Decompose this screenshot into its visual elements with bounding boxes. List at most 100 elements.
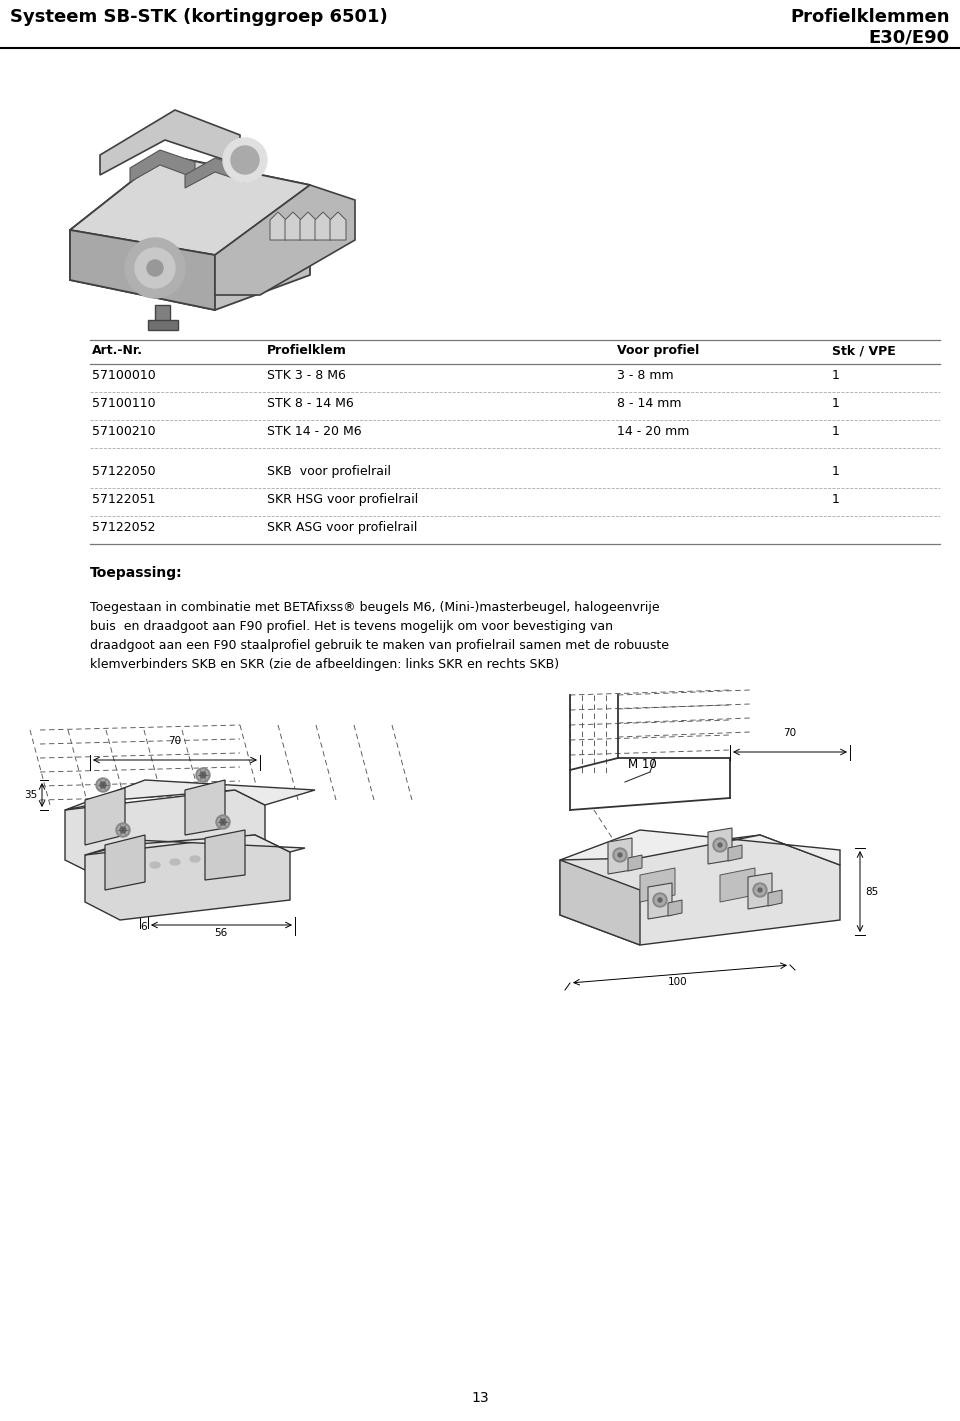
Text: buis  en draadgoot aan F90 profiel. Het is tevens mogelijk om voor bevestiging v: buis en draadgoot aan F90 profiel. Het i…	[90, 620, 613, 632]
Text: Toepassing:: Toepassing:	[90, 566, 182, 580]
Circle shape	[100, 782, 106, 789]
Polygon shape	[185, 158, 245, 188]
Polygon shape	[330, 212, 346, 240]
Text: SKR ASG voor profielrail: SKR ASG voor profielrail	[267, 522, 418, 534]
Text: Toegestaan in combinatie met BETAfixss® beugels M6, (Mini-)masterbeugel, halogee: Toegestaan in combinatie met BETAfixss® …	[90, 601, 660, 614]
Text: 1: 1	[832, 493, 840, 506]
Circle shape	[98, 780, 108, 790]
Polygon shape	[85, 836, 305, 855]
Polygon shape	[85, 836, 290, 919]
Polygon shape	[560, 830, 840, 865]
Text: M 10: M 10	[628, 759, 657, 772]
Circle shape	[653, 892, 667, 907]
Ellipse shape	[190, 855, 200, 863]
Text: 1: 1	[832, 396, 840, 411]
Text: 13: 13	[471, 1391, 489, 1405]
Polygon shape	[65, 780, 315, 810]
Circle shape	[198, 770, 208, 780]
Circle shape	[196, 767, 210, 782]
Polygon shape	[130, 151, 195, 182]
Circle shape	[223, 138, 267, 182]
Text: 100: 100	[668, 978, 687, 988]
Polygon shape	[148, 320, 178, 330]
Polygon shape	[708, 828, 732, 864]
Circle shape	[658, 898, 662, 902]
Circle shape	[220, 818, 226, 826]
Ellipse shape	[150, 863, 160, 868]
Polygon shape	[300, 212, 316, 240]
Circle shape	[147, 260, 163, 276]
Text: 57100110: 57100110	[92, 396, 156, 411]
Polygon shape	[608, 838, 632, 874]
Text: Stk / VPE: Stk / VPE	[832, 344, 896, 357]
Polygon shape	[100, 109, 240, 175]
Circle shape	[713, 838, 727, 853]
Polygon shape	[640, 868, 675, 902]
Text: 1: 1	[832, 425, 840, 438]
Text: Voor profiel: Voor profiel	[617, 344, 699, 357]
Circle shape	[125, 237, 185, 298]
Circle shape	[216, 816, 230, 828]
Circle shape	[655, 895, 665, 905]
Text: 85: 85	[865, 887, 878, 897]
Circle shape	[116, 823, 130, 837]
Text: 3 - 8 mm: 3 - 8 mm	[617, 369, 674, 382]
Text: 1: 1	[832, 465, 840, 477]
Polygon shape	[315, 212, 331, 240]
Text: 70: 70	[783, 728, 797, 737]
Polygon shape	[70, 230, 215, 310]
Text: STK 3 - 8 M6: STK 3 - 8 M6	[267, 369, 346, 382]
Circle shape	[615, 850, 625, 860]
Polygon shape	[185, 780, 225, 836]
Text: 6: 6	[141, 922, 147, 932]
Text: 56: 56	[214, 928, 228, 938]
Text: 35: 35	[24, 790, 37, 800]
Text: 57122050: 57122050	[92, 465, 156, 477]
Text: STK 14 - 20 M6: STK 14 - 20 M6	[267, 425, 362, 438]
Circle shape	[135, 249, 175, 288]
Text: Profielklemmen: Profielklemmen	[790, 9, 950, 26]
Polygon shape	[270, 212, 286, 240]
Polygon shape	[70, 155, 310, 310]
Text: Art.-Nr.: Art.-Nr.	[92, 344, 143, 357]
Polygon shape	[648, 882, 672, 919]
Circle shape	[231, 146, 259, 173]
Text: Systeem SB-STK (kortinggroep 6501): Systeem SB-STK (kortinggroep 6501)	[10, 9, 388, 26]
Polygon shape	[560, 836, 840, 945]
Circle shape	[755, 885, 765, 895]
Polygon shape	[285, 212, 301, 240]
Text: 70: 70	[168, 736, 181, 746]
Polygon shape	[155, 306, 170, 325]
Polygon shape	[85, 789, 125, 845]
Polygon shape	[560, 860, 640, 945]
Circle shape	[120, 827, 126, 833]
Text: 57100010: 57100010	[92, 369, 156, 382]
Circle shape	[118, 826, 128, 836]
Text: E30/E90: E30/E90	[869, 28, 950, 45]
Text: 57122052: 57122052	[92, 522, 156, 534]
Text: STK 8 - 14 M6: STK 8 - 14 M6	[267, 396, 353, 411]
Ellipse shape	[170, 860, 180, 865]
Polygon shape	[728, 845, 742, 861]
Text: SKB  voor profielrail: SKB voor profielrail	[267, 465, 391, 477]
Text: 57100210: 57100210	[92, 425, 156, 438]
Circle shape	[718, 843, 722, 847]
Circle shape	[618, 853, 622, 857]
Text: Profielklem: Profielklem	[267, 344, 347, 357]
Polygon shape	[668, 899, 682, 917]
Circle shape	[715, 840, 725, 850]
Polygon shape	[65, 790, 265, 875]
Text: klemverbinders SKB en SKR (zie de afbeeldingen: links SKR en rechts SKB): klemverbinders SKB en SKR (zie de afbeel…	[90, 658, 559, 671]
Circle shape	[96, 779, 110, 791]
Circle shape	[613, 848, 627, 863]
Text: 57122051: 57122051	[92, 493, 156, 506]
Polygon shape	[628, 855, 642, 871]
Polygon shape	[70, 155, 310, 254]
Polygon shape	[105, 836, 145, 890]
Circle shape	[218, 817, 228, 827]
Text: 8 - 14 mm: 8 - 14 mm	[617, 396, 682, 411]
Circle shape	[753, 882, 767, 897]
Text: 14 - 20 mm: 14 - 20 mm	[617, 425, 689, 438]
Polygon shape	[748, 872, 772, 909]
Polygon shape	[720, 868, 755, 902]
